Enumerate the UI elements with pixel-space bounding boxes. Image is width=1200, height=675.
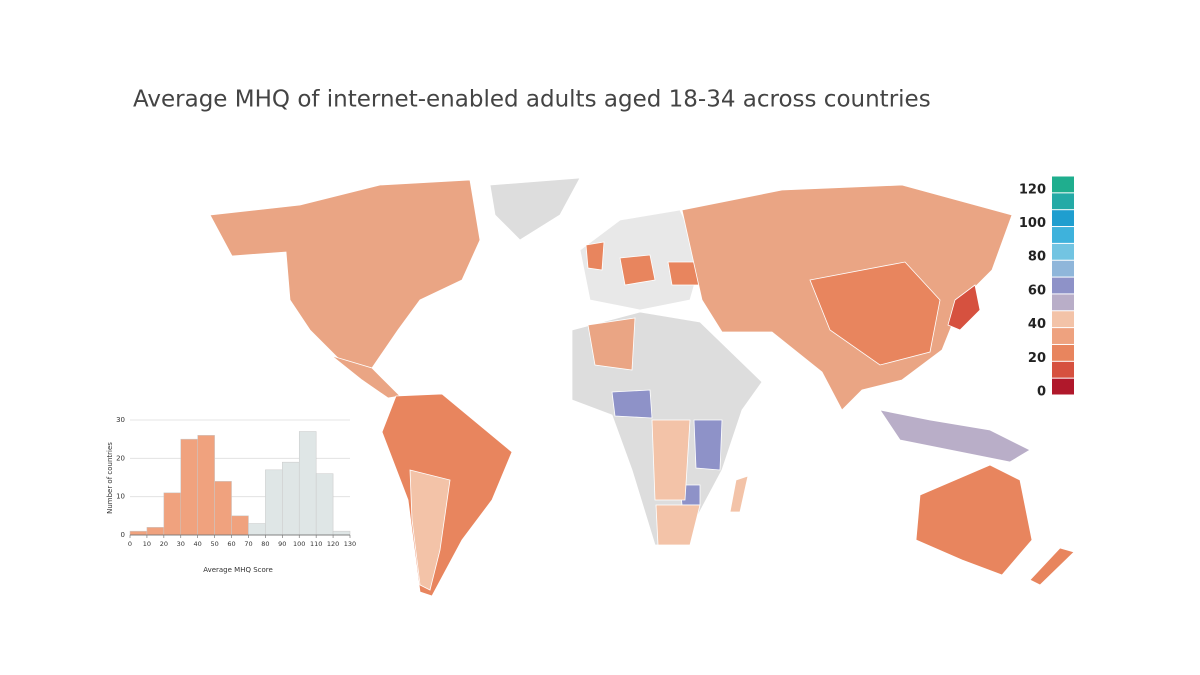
legend-tick-label: 40 bbox=[1028, 317, 1046, 332]
legend-swatch bbox=[1052, 243, 1074, 260]
x-tick-label: 60 bbox=[227, 540, 235, 548]
x-tick-label: 80 bbox=[261, 540, 269, 548]
x-tick-label: 130 bbox=[344, 540, 356, 548]
legend-swatch bbox=[1052, 311, 1074, 328]
x-tick-label: 100 bbox=[293, 540, 305, 548]
histogram-bar bbox=[332, 530, 351, 536]
x-tick-label: 70 bbox=[244, 540, 252, 548]
histogram-bar bbox=[265, 469, 283, 536]
histogram-bar bbox=[248, 523, 266, 536]
central-america bbox=[331, 355, 401, 399]
legend-swatch bbox=[1052, 210, 1074, 227]
histogram-inset: Average MHQ Score Number of countries 0 1… bbox=[106, 416, 356, 574]
legend-tick-label: 60 bbox=[1028, 283, 1046, 298]
histogram-bar bbox=[129, 530, 148, 536]
southern-africa bbox=[651, 419, 701, 546]
title: Average MHQ of internet-enabled adults a… bbox=[133, 87, 931, 113]
north-america bbox=[209, 179, 481, 369]
x-tick-label: 20 bbox=[160, 540, 168, 548]
legend-swatch bbox=[1052, 277, 1074, 294]
x-tick-label: 40 bbox=[194, 540, 202, 548]
legend-swatch bbox=[1052, 378, 1074, 395]
x-tick-label: 10 bbox=[143, 540, 151, 548]
madagascar bbox=[729, 475, 749, 513]
y-tick-label: 20 bbox=[116, 454, 125, 462]
legend-tick-label: 120 bbox=[1019, 182, 1046, 197]
histogram-bar bbox=[146, 527, 165, 536]
legend-swatch bbox=[1052, 176, 1074, 193]
legend-swatch bbox=[1052, 193, 1074, 210]
histogram-bar bbox=[282, 461, 300, 536]
legend-swatch bbox=[1052, 344, 1074, 361]
x-tick-label: 50 bbox=[210, 540, 218, 548]
x-tick-label: 110 bbox=[310, 540, 322, 548]
x-tick-label: 90 bbox=[278, 540, 286, 548]
color-legend: 0 20 40 60 80 100 120 bbox=[1019, 176, 1074, 400]
australia bbox=[915, 464, 1033, 576]
legend-tick-label: 0 bbox=[1037, 385, 1046, 400]
histogram-bar bbox=[197, 435, 215, 536]
x-axis-label: Average MHQ Score bbox=[203, 566, 273, 574]
legend-swatch bbox=[1052, 328, 1074, 344]
histogram-bar bbox=[214, 481, 232, 536]
greenland bbox=[489, 177, 581, 241]
japan bbox=[947, 284, 981, 331]
legend-tick-label: 100 bbox=[1019, 216, 1046, 231]
x-tick-label: 30 bbox=[177, 540, 185, 548]
southern-cone bbox=[409, 469, 451, 591]
histogram-bar bbox=[298, 431, 317, 536]
y-tick-label: 0 bbox=[121, 531, 125, 539]
legend-swatch bbox=[1052, 361, 1074, 378]
y-axis-label: Number of countries bbox=[106, 442, 114, 514]
y-tick-label: 30 bbox=[116, 416, 125, 424]
legend-tick-label: 80 bbox=[1028, 250, 1046, 265]
north-africa bbox=[587, 317, 636, 371]
histogram-bar bbox=[315, 473, 334, 536]
x-tick-label: 0 bbox=[128, 540, 132, 548]
china bbox=[809, 261, 941, 366]
y-tick-label: 10 bbox=[116, 493, 125, 501]
x-tick-label: 120 bbox=[327, 540, 339, 548]
world-map bbox=[209, 177, 1075, 597]
legend-swatch bbox=[1052, 227, 1074, 243]
legend-swatch bbox=[1052, 294, 1074, 311]
legend-swatch bbox=[1052, 260, 1074, 277]
histogram-bar bbox=[231, 515, 249, 536]
indonesia bbox=[879, 409, 1031, 463]
new-zealand bbox=[1029, 547, 1075, 586]
histogram-bar bbox=[163, 492, 182, 536]
legend-tick-label: 20 bbox=[1028, 351, 1046, 366]
histogram-bar bbox=[180, 438, 198, 536]
